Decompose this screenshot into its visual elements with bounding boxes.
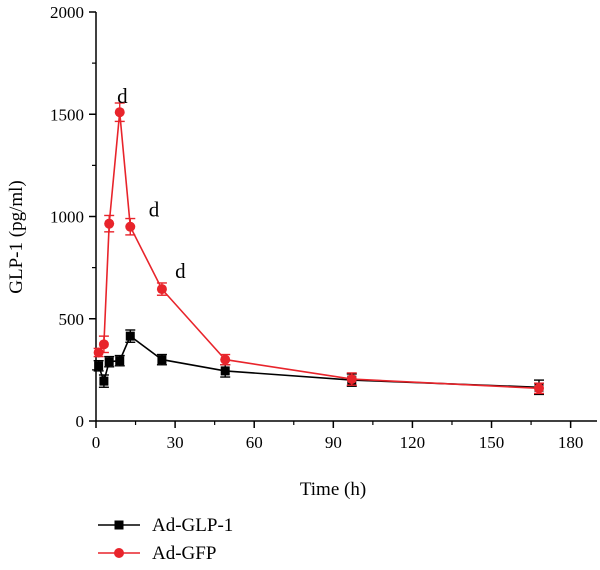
series-line-ad-gfp — [97, 112, 540, 390]
x-tick-label-60: 60 — [246, 433, 263, 452]
y-tick-label-1500: 1500 — [50, 105, 84, 124]
legend-marker — [114, 548, 124, 558]
series-layer — [93, 102, 544, 396]
data-point — [533, 383, 544, 394]
data-point — [98, 339, 109, 350]
y-axis-title: GLP-1 (pg/ml) — [6, 180, 27, 293]
data-point — [115, 356, 125, 366]
legend-label-ad-gfp: Ad-GFP — [152, 543, 216, 564]
x-axis-title: Time (h) — [300, 479, 366, 500]
legend-item-ad-glp-1: Ad-GLP-1 — [98, 515, 233, 536]
y-tick-label-500: 500 — [59, 310, 85, 329]
legend: Ad-GLP-1 Ad-GFP — [98, 515, 233, 564]
data-point — [346, 374, 357, 385]
y-tick-label-0: 0 — [76, 412, 85, 431]
y-tick-label-2000: 2000 — [50, 3, 84, 22]
y-tick-label-1000: 1000 — [50, 208, 84, 227]
axes: 0 30 60 90 120 150 180 0 500 1000 1500 2000 — [50, 3, 597, 452]
data-point — [94, 361, 104, 371]
x-tick-label-180: 180 — [558, 433, 584, 452]
data-point — [114, 107, 125, 118]
legend-marker — [114, 520, 124, 530]
x-tick-label-120: 120 — [400, 433, 426, 452]
series-ad-gfp — [93, 102, 544, 395]
data-point — [104, 357, 114, 367]
data-point — [93, 347, 104, 358]
annotation-2: d — [149, 198, 160, 222]
annotation-3: d — [175, 259, 186, 283]
data-point — [220, 354, 231, 365]
data-point — [157, 355, 167, 365]
data-point — [99, 376, 109, 386]
x-tick-label-90: 90 — [325, 433, 342, 452]
data-point — [125, 331, 135, 341]
x-tick-label-0: 0 — [92, 433, 101, 452]
data-point — [104, 218, 115, 229]
legend-label-ad-glp-1: Ad-GLP-1 — [152, 515, 233, 536]
data-point — [220, 366, 230, 376]
legend-item-ad-gfp: Ad-GFP — [98, 543, 216, 564]
annotation-1: d — [117, 84, 128, 108]
x-tick-label-150: 150 — [479, 433, 505, 452]
x-tick-label-30: 30 — [167, 433, 184, 452]
data-point — [125, 221, 136, 232]
annotations: d d d — [117, 84, 186, 283]
data-point — [156, 284, 167, 295]
